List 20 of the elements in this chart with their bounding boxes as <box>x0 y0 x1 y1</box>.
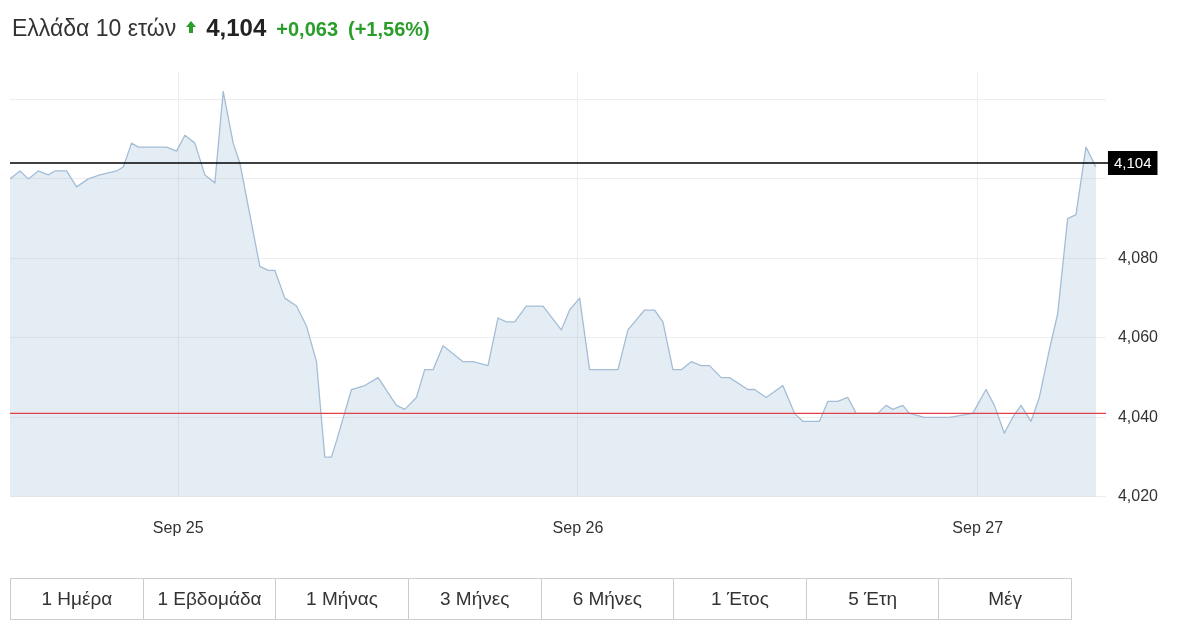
text: (+1,56%) <box>348 18 430 41</box>
text: 1 Ημέρα <box>11 579 144 619</box>
text: 1 Μήνας <box>276 579 409 619</box>
x-tick-label: Sep 27 <box>952 518 1004 536</box>
y-tick-label: 4,080 <box>1117 248 1159 266</box>
text: 5 Έτη <box>806 579 940 619</box>
text: Μέγ <box>987 587 1024 611</box>
text: 3 Μήνες <box>408 579 542 619</box>
y-tick-label: 4,060 <box>1117 328 1159 346</box>
chart-title: Ελλάδα 10 ετών <box>12 15 177 42</box>
text: 4,104 <box>206 14 267 42</box>
x-tick-label: Sep 25 <box>152 518 204 536</box>
x-tick-label: Sep 26 <box>552 518 604 536</box>
y-tick-label: 4,040 <box>1117 407 1159 425</box>
text: +0,063 <box>276 18 339 41</box>
ref-line-label: 4,104 <box>1113 154 1152 172</box>
text: 6 Μήνες <box>541 579 675 619</box>
y-tick-label: 4,020 <box>1117 487 1159 505</box>
text: 1 Εβδομάδα <box>143 579 277 619</box>
text: 1 Έτος <box>674 579 807 619</box>
